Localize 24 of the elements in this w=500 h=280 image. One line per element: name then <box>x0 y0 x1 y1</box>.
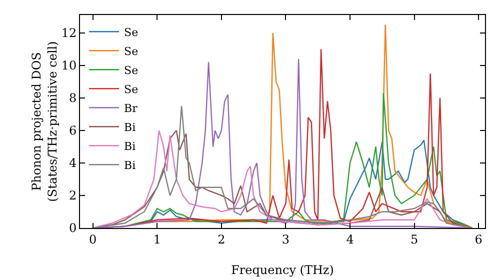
x-axis-title: Frequency (THz) <box>231 263 334 277</box>
y-tick-label: 0 <box>68 221 77 236</box>
y-axis-title: Phonon projected DOS (States/THz·primitive cell) <box>30 41 60 202</box>
legend-label: Br <box>124 102 138 115</box>
y-tick-label: 8 <box>68 91 77 106</box>
legend-label: Se <box>124 44 138 58</box>
x-tick-label: 4 <box>346 232 354 246</box>
y-tick-label: 2 <box>68 188 77 203</box>
legend-label: Se <box>124 82 138 96</box>
y-tick-label: 12 <box>61 26 77 40</box>
x-tick-label: 1 <box>153 232 161 246</box>
legend-label: Bi <box>124 120 136 134</box>
x-tick-label: 5 <box>410 232 418 246</box>
x-tick-label: 0 <box>89 232 97 246</box>
x-tick-label: 6 <box>474 232 482 246</box>
legend-label: Se <box>124 64 138 77</box>
x-tick-label: 3 <box>282 232 290 246</box>
y-tick-label: 4 <box>68 156 77 170</box>
legend-label: Se <box>124 26 138 39</box>
x-tick-label: 2 <box>218 232 226 246</box>
y-tick-label: 6 <box>68 124 77 138</box>
legend-label: Bi <box>124 158 136 172</box>
legend-label: Bi <box>124 140 136 153</box>
y-tick-label: 10 <box>61 58 77 73</box>
